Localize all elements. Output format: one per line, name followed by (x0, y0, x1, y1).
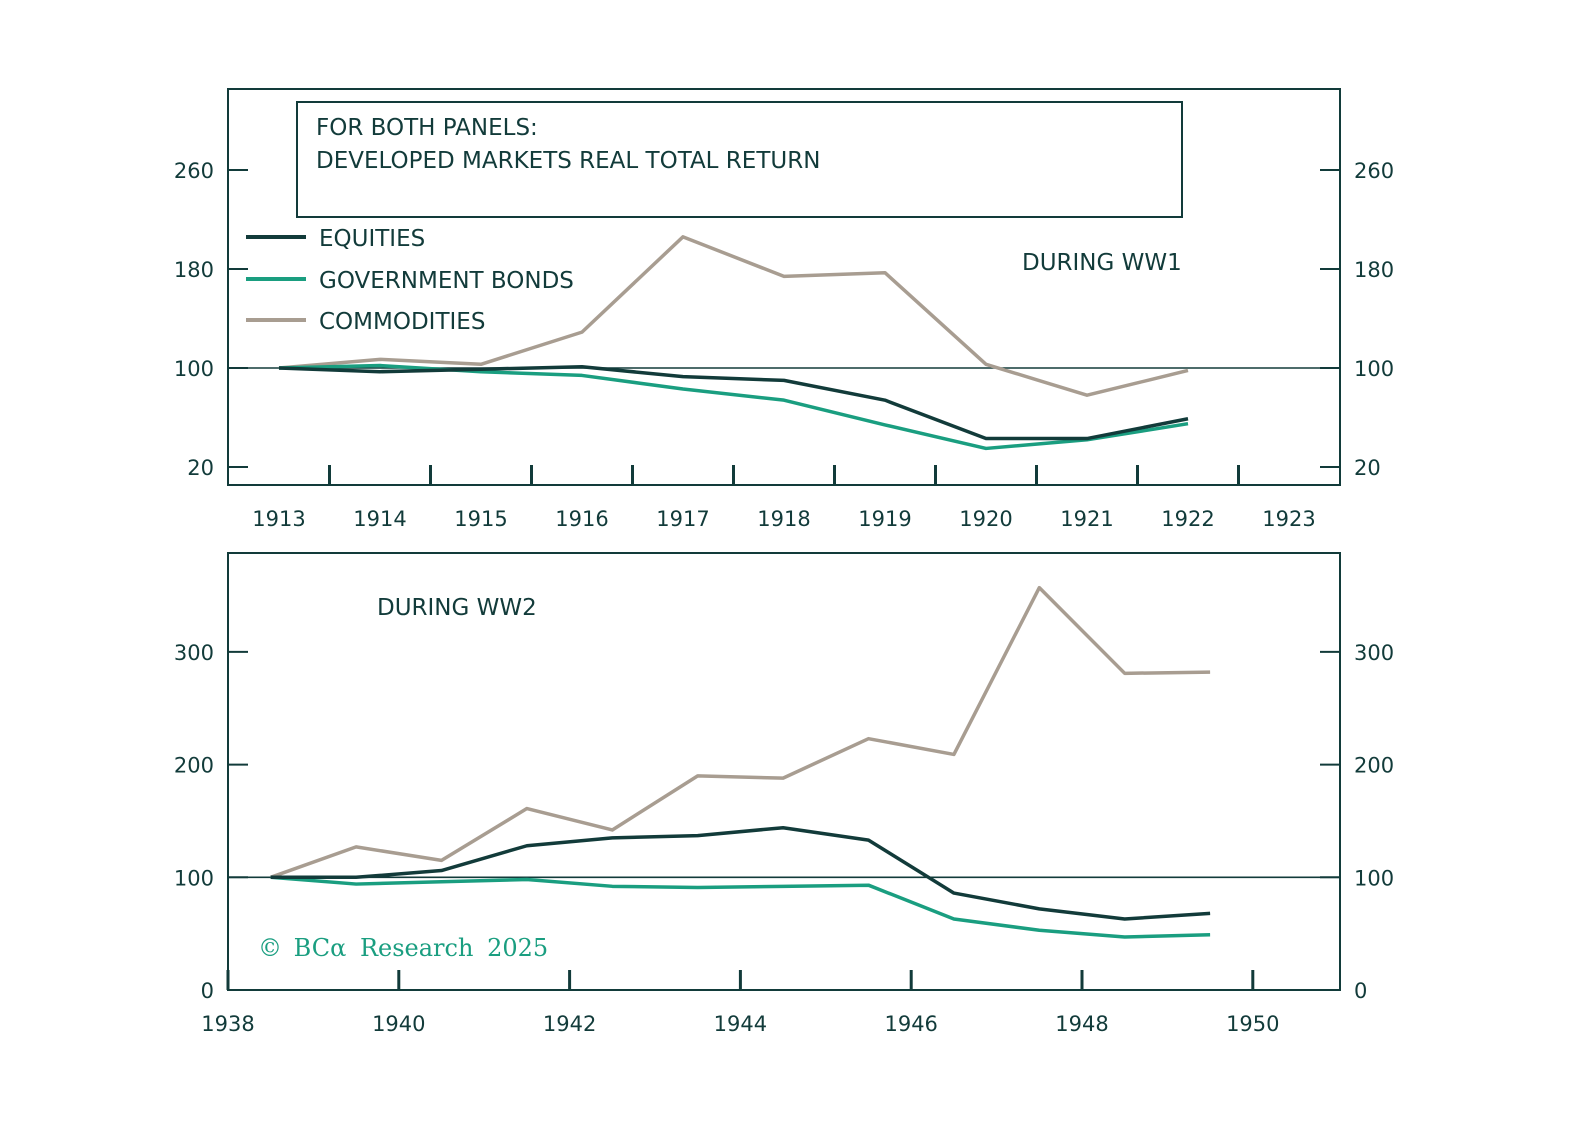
watermark-symbol: © (258, 934, 282, 962)
ww2-y-tick-label-right: 0 (1354, 979, 1367, 1003)
ww1-x-tick-label: 1920 (959, 507, 1012, 531)
ww2-x-tick-label: 1950 (1226, 1012, 1279, 1036)
ww1-y-tick-label-left: 260 (174, 159, 214, 183)
header-box-line-1: FOR BOTH PANELS: (316, 115, 538, 141)
ww2-series-equities (270, 825, 1211, 921)
legend-label-equities: EQUITIES (319, 226, 425, 252)
ww2-x-tick-label: 1944 (714, 1012, 767, 1036)
ww2-panel-title: DURING WW2 (377, 595, 537, 621)
ww2-y-tick-label-right: 100 (1354, 866, 1394, 890)
ww1-x-tick-label: 1921 (1060, 507, 1113, 531)
ww2-series-government-bonds (270, 875, 1211, 939)
legend: EQUITIES GOVERNMENT BONDS COMMODITIES (246, 226, 574, 335)
ww1-x-tick-label: 1918 (757, 507, 810, 531)
ww1-plot-frame (227, 88, 1341, 486)
ww1-series-commodities (278, 235, 1189, 397)
watermark: © BCα Research 2025 (258, 934, 548, 962)
ww1-y-tick-label-right: 20 (1354, 456, 1381, 480)
ww2-x-tick-label: 1940 (372, 1012, 425, 1036)
header-box-line-2: DEVELOPED MARKETS REAL TOTAL RETURN (316, 148, 820, 174)
ww1-x-tick-label: 1914 (353, 507, 406, 531)
header-box (296, 101, 1183, 218)
ww1-x-tick-label: 1913 (252, 507, 305, 531)
ww1-y-tick-label-right: 260 (1354, 159, 1394, 183)
ww1-y-tick-label-left: 100 (174, 357, 214, 381)
ww1-x-tick-label: 1915 (454, 507, 507, 531)
watermark-brand: BCα (294, 934, 347, 962)
ww1-panel: FOR BOTH PANELS: DEVELOPED MARKETS REAL … (174, 88, 1394, 531)
ww1-x-tick-label: 1923 (1262, 507, 1315, 531)
legend-label-government-bonds: GOVERNMENT BONDS (319, 268, 574, 294)
ww1-x-tick-label: 1922 (1161, 507, 1214, 531)
ww2-y-tick-label-right: 200 (1354, 754, 1394, 778)
ww1-panel-title: DURING WW1 (1022, 250, 1182, 276)
watermark-year: 2025 (487, 934, 548, 962)
ww1-y-tick-label-left: 20 (187, 456, 214, 480)
ww1-y-tick-label-left: 180 (174, 258, 214, 282)
ww1-x-tick-label: 1917 (656, 507, 709, 531)
ww2-y-tick-label-left: 100 (174, 866, 214, 890)
ww2-plot-frame (227, 552, 1341, 991)
ww2-panel: DURING WW2 0 0 100 100 200 200 300 300 1938 1940 1… (174, 552, 1394, 1036)
ww1-y-tick-label-right: 100 (1354, 357, 1394, 381)
ww2-x-tick-label: 1948 (1055, 1012, 1108, 1036)
ww1-x-tick-label: 1919 (858, 507, 911, 531)
ww2-x-tick-label: 1946 (884, 1012, 937, 1036)
ww1-x-tick-label: 1916 (555, 507, 608, 531)
legend-label-commodities: COMMODITIES (319, 309, 485, 335)
ww1-series-government-bonds (278, 363, 1189, 451)
ww1-y-tick-label-right: 180 (1354, 258, 1394, 282)
ww1-series-equities (278, 365, 1189, 441)
ww2-y-tick-label-left: 200 (174, 754, 214, 778)
ww2-x-tick-label: 1938 (201, 1012, 254, 1036)
ww2-y-tick-label-left: 300 (174, 641, 214, 665)
ww2-x-tick-label: 1942 (543, 1012, 596, 1036)
ww2-y-tick-label-right: 300 (1354, 641, 1394, 665)
ww2-series-commodities (270, 585, 1211, 879)
ww2-y-tick-label-left: 0 (201, 979, 214, 1003)
watermark-text: Research (360, 934, 473, 962)
